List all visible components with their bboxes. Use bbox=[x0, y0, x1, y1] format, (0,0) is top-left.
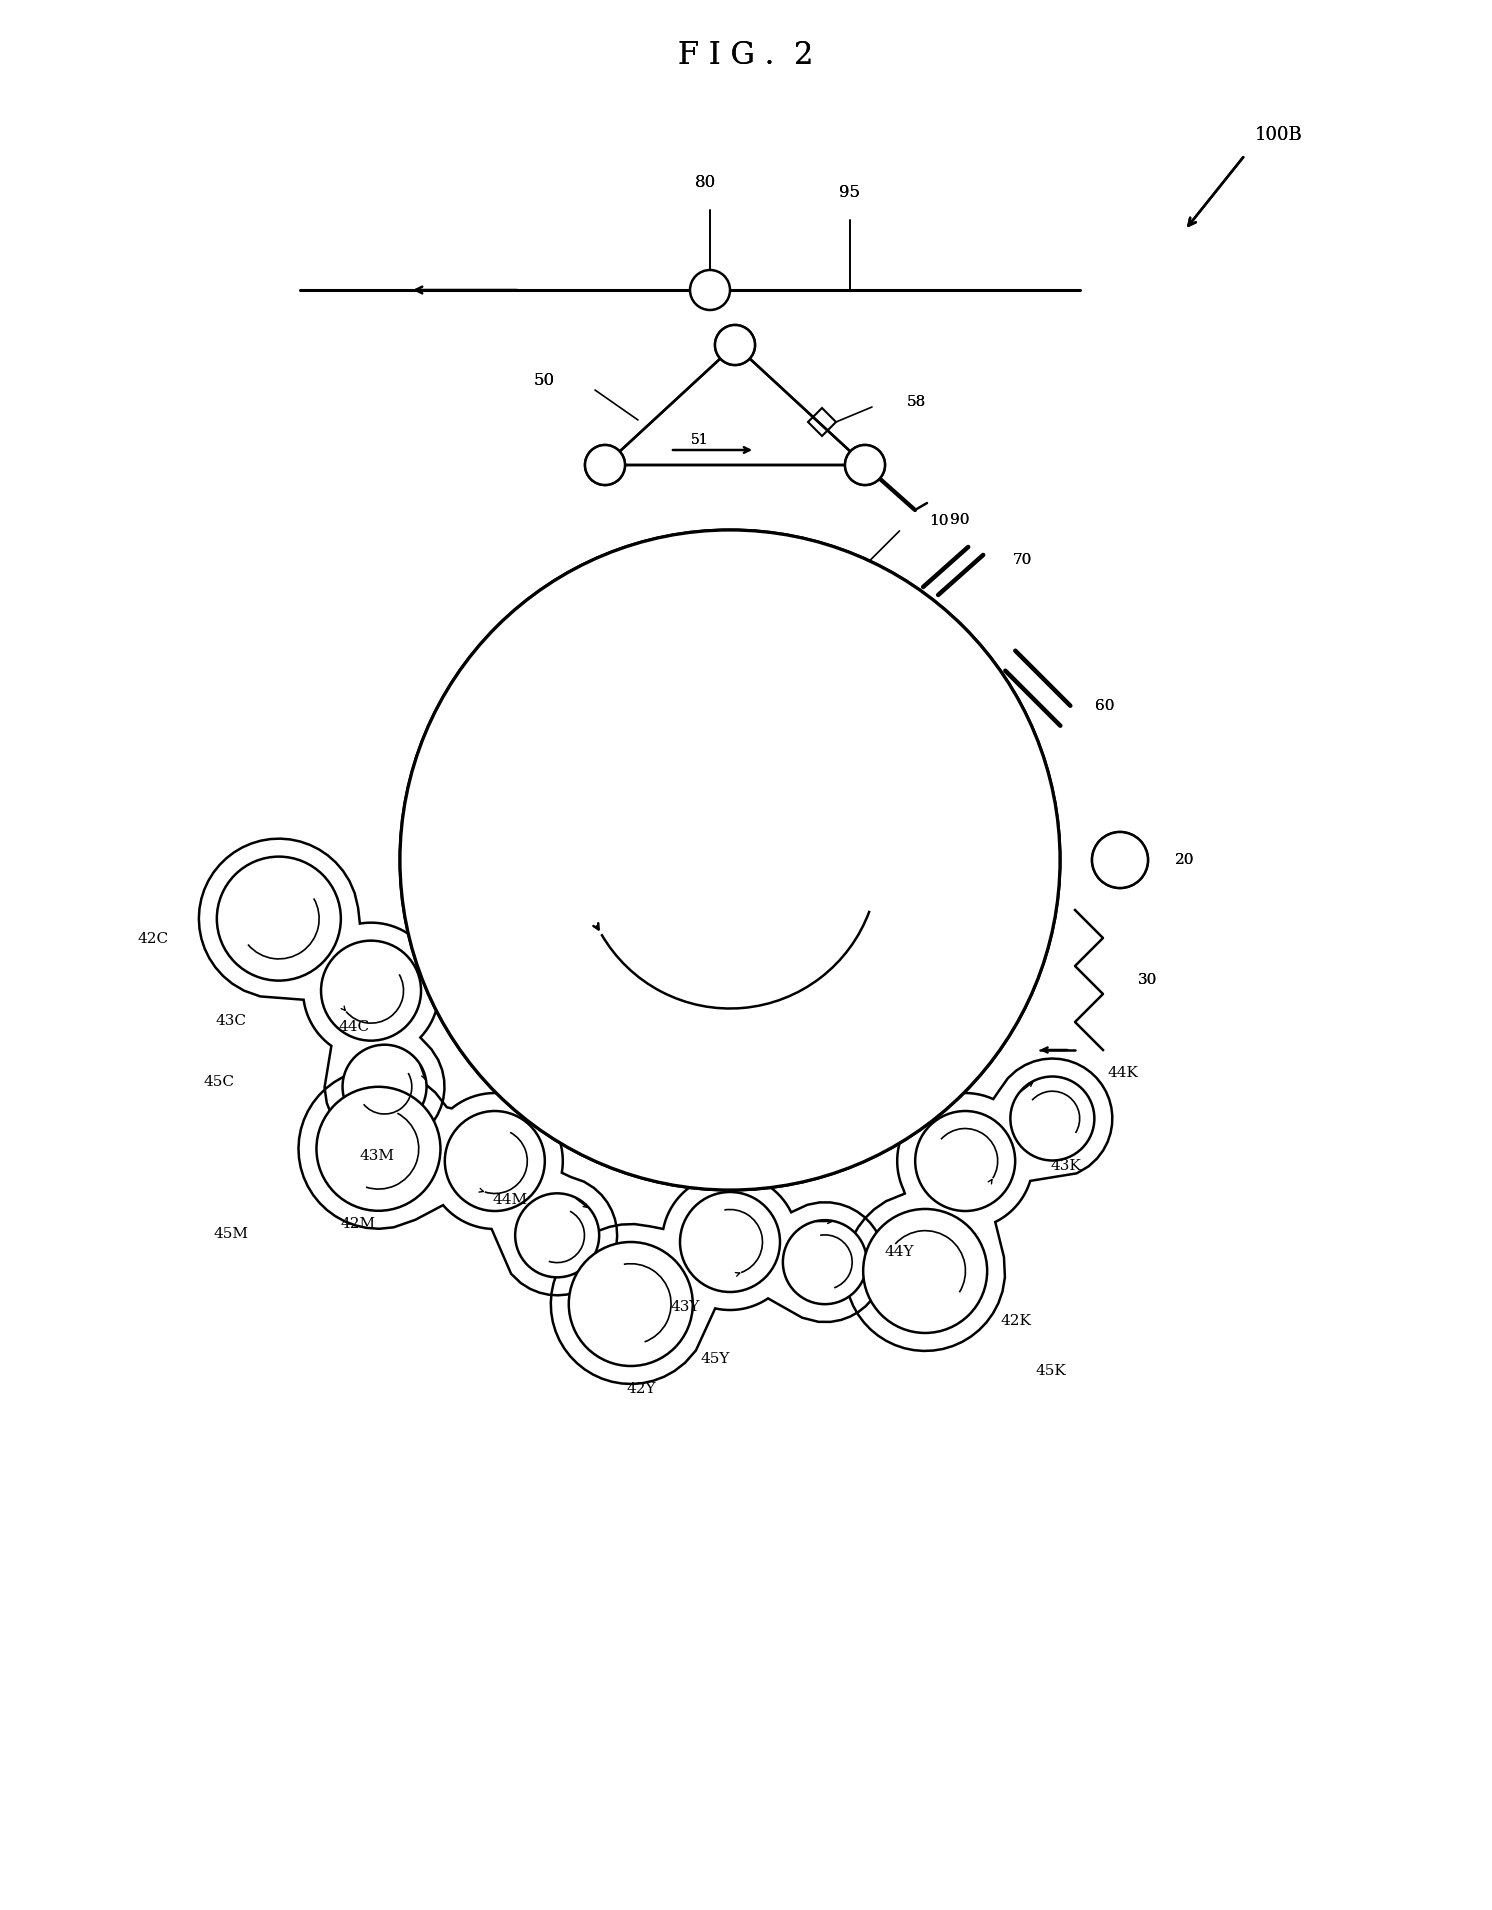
Circle shape bbox=[715, 325, 755, 365]
Text: 60: 60 bbox=[1095, 699, 1115, 712]
Text: 30: 30 bbox=[1138, 972, 1158, 987]
Circle shape bbox=[400, 529, 1059, 1190]
Text: 42C: 42C bbox=[137, 932, 169, 945]
Circle shape bbox=[715, 325, 755, 365]
Text: 44M: 44M bbox=[492, 1194, 527, 1207]
Text: 20: 20 bbox=[1176, 854, 1195, 867]
Circle shape bbox=[316, 1087, 440, 1211]
Circle shape bbox=[445, 1112, 545, 1211]
Text: 100B: 100B bbox=[1255, 126, 1303, 143]
Circle shape bbox=[585, 445, 625, 485]
Text: 10: 10 bbox=[930, 514, 949, 527]
Text: 100B: 100B bbox=[1255, 126, 1303, 143]
Text: 44Y: 44Y bbox=[885, 1245, 915, 1259]
Text: 42M: 42M bbox=[340, 1217, 376, 1230]
Text: 51: 51 bbox=[691, 434, 709, 447]
Circle shape bbox=[680, 1192, 780, 1291]
Text: 45Y: 45Y bbox=[701, 1352, 730, 1366]
Text: 43K: 43K bbox=[1050, 1159, 1080, 1173]
Circle shape bbox=[864, 1209, 988, 1333]
Text: 95: 95 bbox=[840, 183, 861, 201]
Text: 90: 90 bbox=[950, 514, 970, 527]
Text: 43C: 43C bbox=[215, 1014, 246, 1028]
Text: 70: 70 bbox=[1013, 554, 1032, 567]
Circle shape bbox=[844, 445, 885, 485]
Text: 70: 70 bbox=[1013, 554, 1032, 567]
Circle shape bbox=[844, 445, 885, 485]
Circle shape bbox=[568, 1242, 692, 1366]
Circle shape bbox=[585, 445, 625, 485]
Circle shape bbox=[783, 1220, 867, 1305]
Circle shape bbox=[216, 856, 340, 980]
Circle shape bbox=[1010, 1077, 1094, 1161]
Text: 80: 80 bbox=[694, 174, 716, 191]
Text: 58: 58 bbox=[907, 395, 927, 409]
Text: 60: 60 bbox=[1095, 699, 1115, 712]
Circle shape bbox=[1092, 833, 1147, 888]
Text: 58: 58 bbox=[907, 395, 927, 409]
Text: 50: 50 bbox=[534, 372, 555, 388]
Text: 45K: 45K bbox=[1035, 1364, 1065, 1377]
Text: 42K: 42K bbox=[1000, 1314, 1031, 1327]
Circle shape bbox=[915, 1112, 1015, 1211]
Text: 42Y: 42Y bbox=[627, 1383, 655, 1396]
Text: F I G .  2: F I G . 2 bbox=[679, 40, 813, 71]
Circle shape bbox=[689, 269, 730, 309]
Text: 43Y: 43Y bbox=[670, 1301, 700, 1314]
Text: F I G .  2: F I G . 2 bbox=[679, 40, 813, 71]
Text: 45C: 45C bbox=[203, 1075, 234, 1089]
Text: 10: 10 bbox=[930, 514, 949, 527]
Circle shape bbox=[343, 1045, 427, 1129]
Text: 80: 80 bbox=[694, 174, 716, 191]
Text: 51: 51 bbox=[691, 434, 709, 447]
Text: 50: 50 bbox=[534, 372, 555, 388]
Text: 43M: 43M bbox=[360, 1150, 395, 1163]
Circle shape bbox=[515, 1194, 600, 1278]
Text: 95: 95 bbox=[840, 183, 861, 201]
Text: 30: 30 bbox=[1138, 972, 1158, 987]
Text: 44K: 44K bbox=[1107, 1066, 1138, 1081]
Circle shape bbox=[400, 529, 1059, 1190]
Text: 90: 90 bbox=[950, 514, 970, 527]
Circle shape bbox=[1092, 833, 1147, 888]
Text: 44C: 44C bbox=[339, 1020, 370, 1033]
Circle shape bbox=[321, 940, 421, 1041]
Text: 45M: 45M bbox=[213, 1226, 249, 1242]
Text: 20: 20 bbox=[1176, 854, 1195, 867]
